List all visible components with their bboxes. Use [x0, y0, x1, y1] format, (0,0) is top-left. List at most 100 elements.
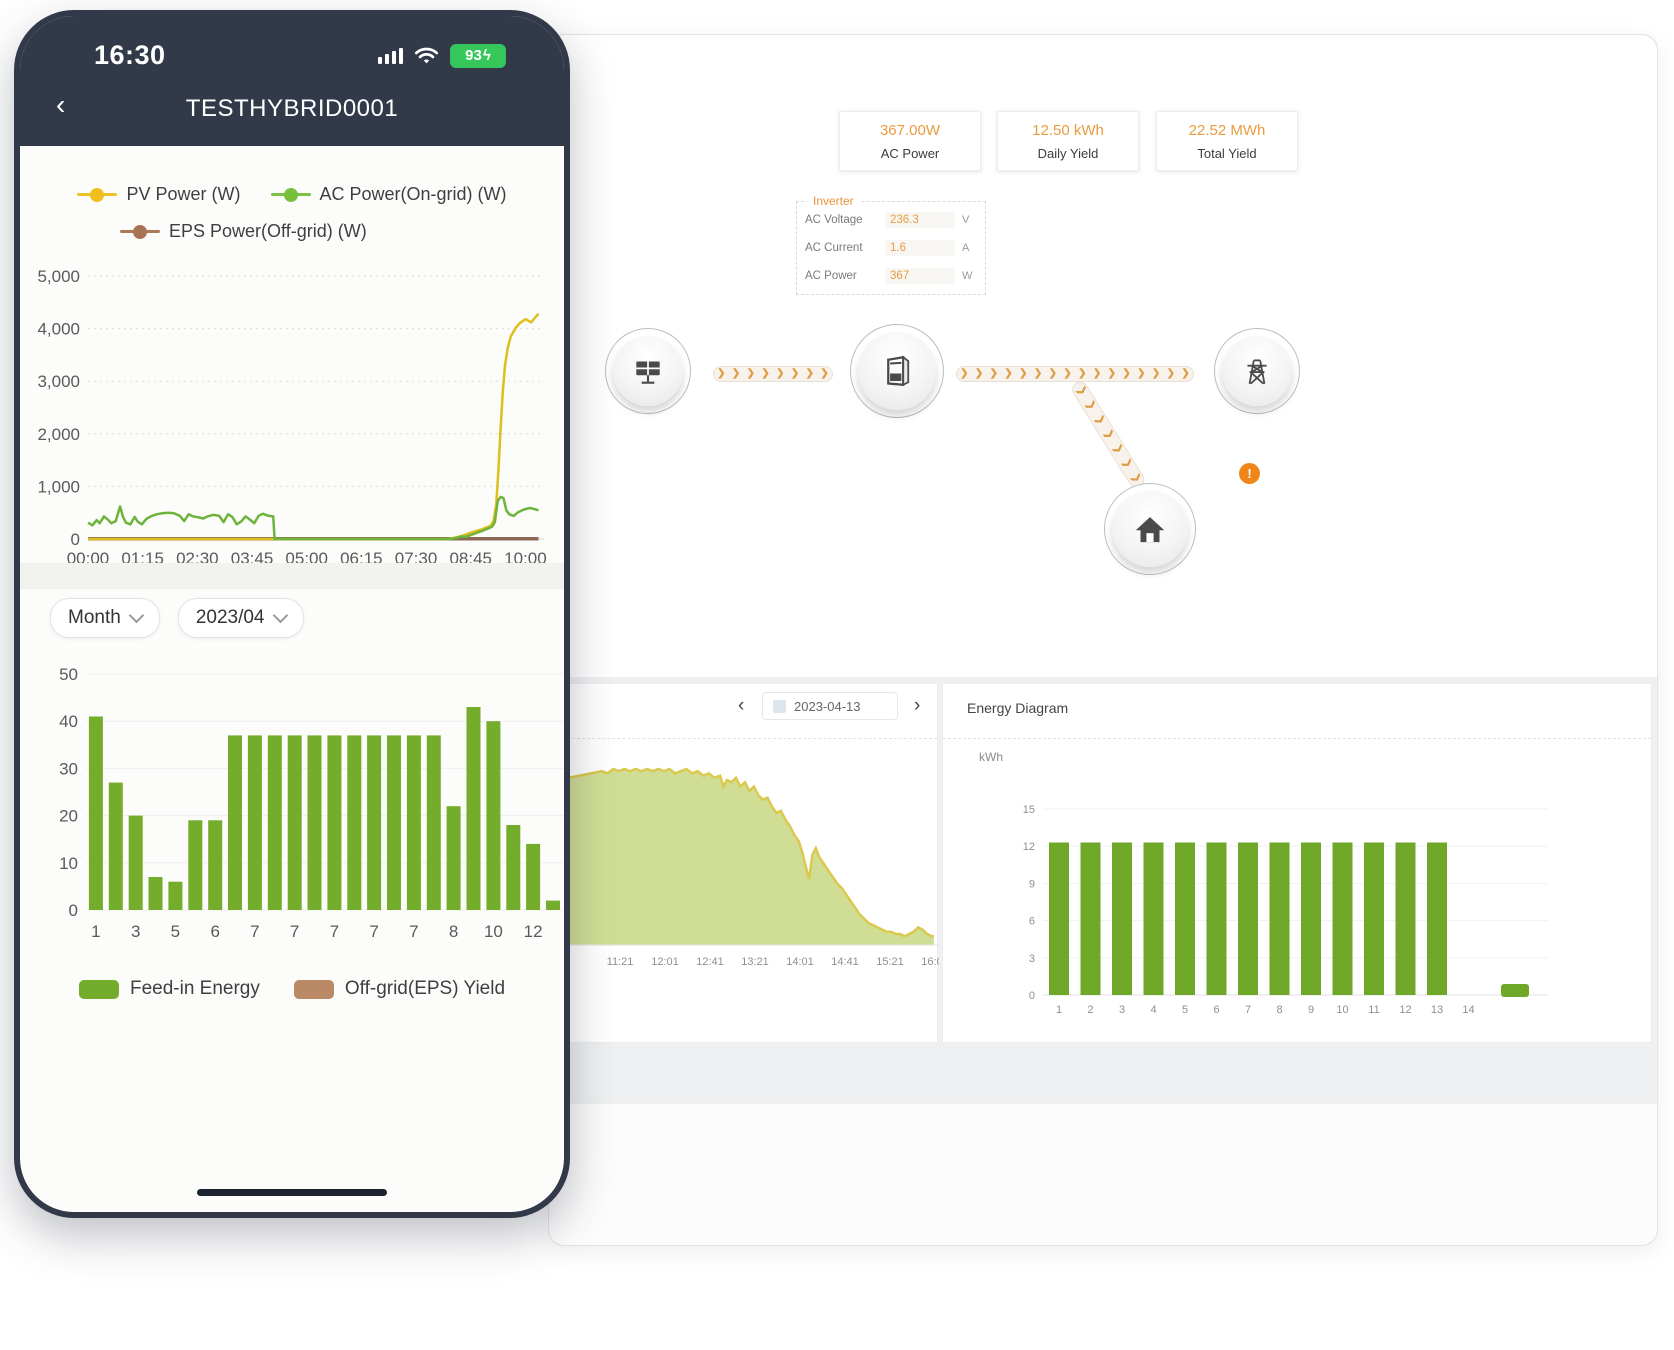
svg-text:12:01: 12:01: [651, 956, 679, 968]
flow-chevron-icon: ❯: [746, 368, 756, 379]
svg-text:7: 7: [290, 922, 299, 941]
node-solar-panel[interactable]: [605, 328, 691, 414]
flow-chevron-icon: ❯: [761, 368, 770, 379]
legend-label: Off-grid(EPS) Yield: [344, 978, 506, 999]
ac-current-label: AC Current: [805, 242, 863, 254]
flow-chevron-icon: ❯: [1048, 368, 1058, 379]
inverter-row-power: AC Power 367 W: [805, 268, 977, 284]
svg-text:2,000: 2,000: [38, 425, 80, 444]
svg-text:3,000: 3,000: [38, 372, 80, 391]
date-value: 2023-04-13: [794, 698, 861, 714]
daily-area-chart[interactable]: 11:21 12:01 12:41 13:21 14:01 14:41 15:21 16:01: [562, 742, 939, 992]
flow-chevron-icon: ❯: [1004, 368, 1013, 379]
back-button[interactable]: ‹: [56, 89, 66, 120]
panel-separator: [562, 738, 937, 739]
ac-power-value: 367.00W: [879, 121, 941, 139]
ac-current-unit: A: [962, 242, 970, 254]
svg-text:4,000: 4,000: [38, 320, 80, 339]
desktop-top-bar: [549, 35, 1657, 80]
monthly-bar-chart[interactable]: 0 10 20 30 40 50 1 3 5 6 7 7 7 7 7 8 10 12: [36, 661, 564, 951]
svg-text:11: 11: [1368, 1004, 1379, 1016]
daily-curve-panel: ‹ 2023-04-13 › 11:21 12:01 12:41 13:21 14:01…: [561, 683, 939, 1043]
dashboard-main-panel: 367.00W AC Power 12.50 kWh Daily Yield 2…: [549, 79, 1657, 677]
month-dropdown[interactable]: 2023/04: [177, 598, 304, 638]
legend-item-pv-power[interactable]: PV Power (W): [77, 184, 241, 205]
svg-text:14:01: 14:01: [786, 956, 814, 968]
inverter-row-voltage: AC Voltage 236.3 V: [805, 212, 977, 228]
ac-power-label: AC Power: [880, 145, 940, 161]
phone-nav-bar: ‹ TESTHYBRID0001: [20, 91, 564, 123]
energy-diagram-title: Energy Diagram: [967, 700, 1069, 716]
svg-text:8: 8: [1276, 1004, 1282, 1016]
node-power-grid[interactable]: [1214, 328, 1300, 414]
flow-chevron-icon: ❯: [1019, 368, 1028, 379]
energy-diagram-panel: Energy Diagram kWh 0 3 6 9 12 15 1 2 3 4 5 6 7 8 9 10 11…: [942, 683, 1652, 1043]
legend-label: Feed-in Energy: [129, 978, 260, 999]
legend-swatch-icon: [293, 979, 334, 999]
phone-frame: 16:30 93 ϟ: [14, 10, 570, 1218]
svg-text:8: 8: [449, 922, 458, 941]
chevron-down-icon: [128, 607, 145, 624]
svg-text:12: 12: [1023, 841, 1035, 853]
date-picker[interactable]: 2023-04-13: [762, 692, 898, 720]
svg-text:12: 12: [1399, 1004, 1411, 1016]
svg-text:10: 10: [1336, 1004, 1348, 1016]
inverter-row-current: AC Current 1.6 A: [805, 240, 977, 256]
flow-chevron-icon: ❯: [1078, 368, 1087, 379]
prev-day-button[interactable]: ‹: [738, 695, 745, 716]
phone-screen: 16:30 93 ϟ: [20, 16, 564, 1212]
next-day-button[interactable]: ›: [914, 695, 921, 716]
period-dropdown[interactable]: Month: [50, 598, 160, 638]
ac-power-row-unit: W: [962, 270, 973, 282]
calendar-icon: [773, 699, 786, 713]
legend-item-eps-power[interactable]: EPS Power(Off-grid) (W): [120, 221, 367, 242]
home-icon: [1135, 517, 1165, 543]
flow-chevron-icon: ❯: [1122, 368, 1131, 379]
svg-text:7: 7: [250, 922, 259, 941]
section-divider: [20, 563, 564, 589]
svg-text:20: 20: [59, 807, 78, 826]
desktop-window: 367.00W AC Power 12.50 kWh Daily Yield 2…: [548, 34, 1658, 1246]
status-time: 16:30: [94, 40, 166, 70]
ac-current-value: 1.6: [885, 240, 955, 256]
battery-icon: 93 ϟ: [450, 43, 506, 68]
svg-text:7: 7: [369, 922, 378, 941]
svg-text:0: 0: [1029, 990, 1035, 1002]
svg-text:30: 30: [59, 759, 78, 778]
flow-chevron-icon: ❯: [1101, 427, 1116, 441]
legend-item-off-grid[interactable]: Off-grid(EPS) Yield: [293, 978, 506, 1000]
svg-text:3: 3: [1029, 953, 1035, 965]
flow-chevron-icon: ❯: [1063, 368, 1072, 379]
warning-icon[interactable]: !: [1239, 463, 1260, 484]
month-value: 2023/04: [195, 607, 265, 628]
flow-chevron-icon: ❯: [1181, 368, 1190, 379]
home-indicator[interactable]: [197, 1189, 387, 1196]
node-home[interactable]: [1104, 483, 1196, 575]
phone-header: 16:30 93 ϟ: [20, 16, 564, 146]
flow-chevron-icon: ❯: [989, 368, 999, 379]
stat-card-total-yield: 22.52 MWh Total Yield: [1156, 111, 1298, 171]
svg-text:5,000: 5,000: [38, 267, 80, 286]
svg-text:6: 6: [210, 922, 219, 941]
svg-text:1: 1: [91, 922, 100, 941]
wifi-icon: [414, 47, 439, 64]
energy-legend-swatch: [1501, 984, 1529, 997]
flow-chevron-icon: ❯: [1107, 368, 1117, 379]
legend-item-feed-in[interactable]: Feed-in Energy: [78, 978, 260, 1000]
daily-yield-value: 12.50 kWh: [1032, 121, 1104, 139]
ac-voltage-value: 236.3: [885, 212, 955, 228]
flow-arrow-inverter-to-home: ❯ ❯ ❯ ❯ ❯ ❯ ❯: [1069, 378, 1148, 491]
legend-marker-icon: [120, 224, 160, 239]
inverter-box-title: Inverter: [807, 194, 860, 208]
inverter-icon: [887, 355, 910, 387]
node-inverter[interactable]: [850, 324, 944, 418]
legend-item-ac-power[interactable]: AC Power(On-grid) (W): [270, 184, 507, 205]
ac-power-row-label: AC Power: [805, 270, 857, 282]
chevron-down-icon: [272, 607, 288, 624]
desktop-bottom-band: [549, 1103, 1657, 1245]
flow-chevron-icon: ❯: [1151, 368, 1161, 379]
svg-text:11:21: 11:21: [607, 956, 634, 968]
flow-chevron-icon: ❯: [731, 368, 741, 379]
